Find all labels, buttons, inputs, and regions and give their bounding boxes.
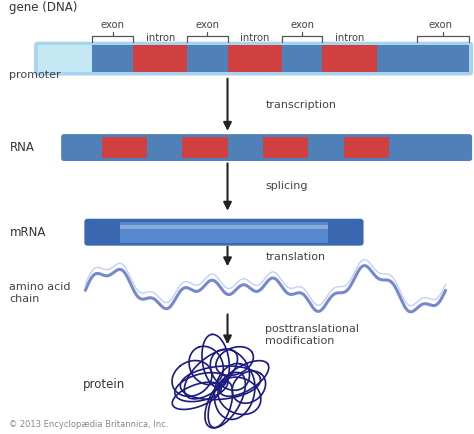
Bar (182, 137, 228, 158)
FancyBboxPatch shape (84, 219, 364, 246)
Bar (38, 45, 92, 72)
Bar (120, 222, 328, 243)
Bar (147, 137, 182, 158)
Text: gene (DNA): gene (DNA) (9, 1, 78, 14)
FancyBboxPatch shape (34, 42, 473, 76)
Bar (263, 137, 308, 158)
Text: amino acid
chain: amino acid chain (9, 282, 71, 304)
Text: promoter: promoter (9, 69, 61, 80)
Text: mRNA: mRNA (9, 226, 46, 239)
Text: intron: intron (335, 33, 365, 43)
Text: splicing: splicing (265, 181, 308, 191)
Bar (133, 45, 187, 72)
Bar (228, 137, 263, 158)
Bar (64, 137, 102, 158)
Bar (417, 45, 469, 72)
FancyBboxPatch shape (61, 134, 472, 161)
Text: exon: exon (429, 20, 453, 30)
Bar (389, 137, 469, 158)
Bar (92, 45, 133, 72)
Text: exon: exon (291, 20, 314, 30)
Text: exon: exon (100, 20, 124, 30)
Bar (102, 137, 147, 158)
Bar (228, 45, 282, 72)
Text: translation: translation (265, 252, 326, 262)
Text: exon: exon (196, 20, 219, 30)
Bar (377, 45, 417, 72)
Text: intron: intron (146, 33, 175, 43)
Bar (344, 137, 389, 158)
Text: posttranslational
modification: posttranslational modification (265, 324, 359, 346)
Bar (322, 45, 377, 72)
Text: RNA: RNA (9, 141, 34, 154)
Bar (187, 45, 228, 72)
Bar (282, 45, 322, 72)
Text: intron: intron (240, 33, 270, 43)
Text: © 2013 Encyclopædia Britannica, Inc.: © 2013 Encyclopædia Britannica, Inc. (9, 420, 169, 429)
Text: protein: protein (83, 378, 125, 391)
Text: transcription: transcription (265, 100, 337, 110)
Bar (120, 225, 328, 229)
Bar (308, 137, 344, 158)
